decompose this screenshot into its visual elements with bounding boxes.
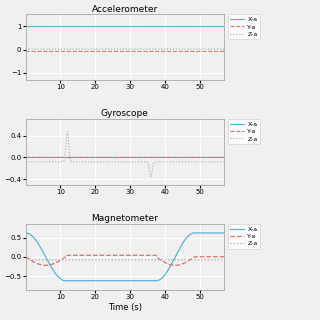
- Z-a: [158, 160, 162, 164]
- Z-a: [225, 47, 229, 51]
- Legend: X-a, Y-a, Z-a: X-a, Y-a, Z-a: [228, 14, 260, 39]
- Y-a: [24, 50, 28, 53]
- Z-a: [182, 47, 186, 51]
- Y-a: [200, 255, 204, 259]
- X-a: [104, 25, 108, 28]
- Y-a: [157, 156, 161, 159]
- Y-a: [157, 50, 161, 53]
- X-a: [200, 231, 204, 235]
- Z-a: [24, 258, 28, 262]
- Y-a: [200, 50, 204, 53]
- Line: Z-a: Z-a: [26, 132, 227, 177]
- X-a: [187, 156, 191, 159]
- X-a: [187, 233, 191, 237]
- Y-a: [164, 261, 168, 265]
- Z-a: [182, 160, 186, 164]
- X-a: [182, 239, 186, 243]
- Y-a: [182, 50, 186, 53]
- Z-a: [188, 160, 191, 164]
- Line: X-a: X-a: [26, 233, 227, 281]
- X-a: [104, 156, 108, 159]
- Line: Y-a: Y-a: [26, 255, 227, 265]
- X-a: [64, 279, 68, 283]
- Z-a: [164, 258, 168, 262]
- Y-a: [187, 156, 191, 159]
- Y-a: [24, 156, 28, 159]
- X-a: [157, 25, 161, 28]
- X-a: [164, 271, 168, 275]
- Title: Accelerometer: Accelerometer: [92, 4, 158, 14]
- X-a: [200, 156, 204, 159]
- X-a: [157, 278, 161, 282]
- Z-a: [200, 160, 204, 164]
- X-a: [225, 231, 229, 235]
- Y-a: [188, 258, 191, 262]
- X-a: [225, 156, 229, 159]
- Y-a: [187, 50, 191, 53]
- Y-a: [104, 156, 108, 159]
- X-a: [182, 25, 186, 28]
- X-a: [24, 156, 28, 159]
- Title: Gyroscope: Gyroscope: [101, 109, 149, 118]
- Z-a: [149, 175, 153, 179]
- Z-a: [24, 47, 28, 51]
- X-a: [225, 25, 229, 28]
- Z-a: [164, 47, 168, 51]
- Z-a: [24, 160, 28, 164]
- Legend: X-a, Y-a, Z-a: X-a, Y-a, Z-a: [228, 119, 260, 144]
- Z-a: [104, 47, 108, 51]
- Y-a: [64, 253, 68, 257]
- Y-a: [225, 255, 229, 259]
- Y-a: [24, 255, 28, 259]
- Z-a: [225, 258, 229, 262]
- Z-a: [200, 47, 204, 51]
- Z-a: [157, 47, 161, 51]
- Y-a: [104, 50, 108, 53]
- Z-a: [104, 258, 108, 262]
- X-a: [164, 156, 168, 159]
- Legend: X-a, Y-a, Z-a: X-a, Y-a, Z-a: [228, 224, 260, 249]
- Y-a: [182, 156, 186, 159]
- Y-a: [182, 261, 186, 265]
- X-a: [24, 231, 28, 235]
- Z-a: [164, 160, 168, 164]
- Title: Magnetometer: Magnetometer: [92, 214, 158, 223]
- Z-a: [104, 160, 108, 164]
- X-a: [200, 25, 204, 28]
- Y-a: [225, 50, 229, 53]
- Y-a: [104, 253, 108, 257]
- Z-a: [66, 130, 69, 134]
- Y-a: [164, 50, 168, 53]
- Y-a: [200, 156, 204, 159]
- Y-a: [225, 156, 229, 159]
- Y-a: [158, 257, 162, 261]
- X-a: [182, 156, 186, 159]
- Z-a: [182, 258, 186, 262]
- Z-a: [225, 160, 229, 164]
- Z-a: [187, 258, 191, 262]
- X-a: [164, 25, 168, 28]
- X-a: [104, 279, 108, 283]
- Z-a: [200, 258, 204, 262]
- Y-a: [44, 263, 48, 267]
- X-axis label: Time (s): Time (s): [108, 302, 142, 312]
- X-a: [157, 156, 161, 159]
- Y-a: [164, 156, 168, 159]
- X-a: [24, 25, 28, 28]
- Z-a: [187, 47, 191, 51]
- X-a: [187, 25, 191, 28]
- Z-a: [157, 258, 161, 262]
